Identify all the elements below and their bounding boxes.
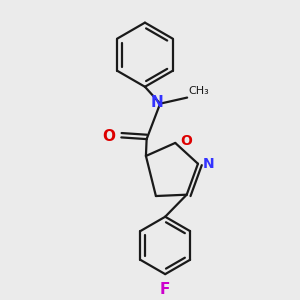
Text: F: F	[160, 282, 170, 297]
Text: N: N	[150, 95, 163, 110]
Text: O: O	[102, 129, 115, 144]
Text: N: N	[203, 157, 215, 171]
Text: CH₃: CH₃	[189, 86, 210, 96]
Text: O: O	[180, 134, 192, 148]
